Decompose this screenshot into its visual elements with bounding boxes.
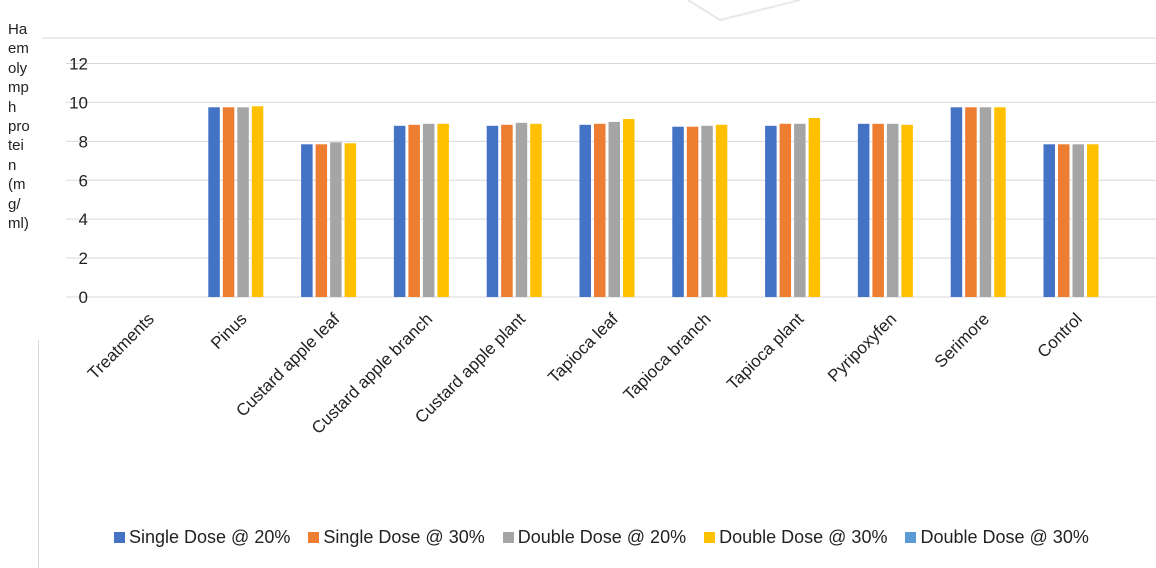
x-category-label: Pinus — [207, 309, 251, 353]
legend-swatch — [502, 532, 514, 543]
x-category-label: Custard apple leaf — [232, 309, 343, 420]
bar — [1058, 144, 1070, 297]
legend-item: Single Dose @ 30% — [308, 527, 485, 548]
y-axis-label-line: (m — [8, 176, 26, 194]
bar — [237, 107, 249, 297]
bar — [701, 125, 713, 297]
legend-item: Double Dose @ 20% — [502, 527, 687, 548]
bar — [886, 123, 899, 297]
y-axis-label-line: oly — [8, 59, 28, 77]
x-category-label: Tapioca leaf — [544, 309, 622, 387]
y-axis-label-line: g/ — [8, 195, 21, 213]
y-tick-label: 10 — [69, 93, 88, 112]
bar — [344, 143, 357, 297]
y-axis-label-line: ml) — [8, 215, 29, 233]
bar — [408, 124, 420, 297]
legend-item: Double Dose @ 30% — [905, 527, 1089, 548]
bar — [422, 123, 435, 297]
bar — [608, 121, 620, 298]
y-axis-label-line: h — [8, 98, 17, 116]
bar — [794, 123, 806, 297]
bar — [330, 142, 342, 297]
y-axis-label-line: mp — [8, 79, 29, 97]
x-category-label: Serimore — [931, 309, 993, 371]
bar — [979, 107, 992, 297]
bar — [222, 107, 235, 297]
bar — [437, 123, 449, 297]
bar — [872, 123, 884, 297]
bar — [950, 107, 963, 297]
x-category-label: Tapioca plant — [723, 309, 807, 393]
bar — [765, 125, 777, 297]
y-axis-label-line: n — [8, 156, 17, 174]
bar — [1043, 144, 1055, 297]
legend: Single Dose @ 20% Single Dose @ 30% Double… — [114, 527, 1107, 548]
bar — [315, 144, 328, 297]
bar — [501, 124, 513, 297]
y-axis-label: Ha em oly mp h pro tei n (m g/ml) — [8, 20, 48, 233]
legend-label: Double Dose @ 30% — [719, 527, 888, 547]
x-category-label: Treatments — [84, 309, 158, 383]
y-tick-label: 6 — [79, 171, 88, 190]
bar — [579, 124, 591, 297]
bar — [686, 126, 699, 297]
x-category-label: Pyripoxyfen — [824, 309, 900, 385]
y-tick-label: 2 — [79, 249, 88, 268]
bar — [715, 124, 728, 297]
bar — [779, 123, 792, 297]
bar — [672, 126, 684, 297]
bar — [994, 107, 1006, 297]
y-axis-label-line: Ha — [8, 21, 28, 38]
bar — [530, 123, 542, 297]
bar — [208, 107, 220, 297]
bar — [251, 106, 264, 297]
y-axis-label-line: pro — [8, 118, 30, 136]
legend-label: Single Dose @ 20% — [129, 527, 291, 547]
y-tick-label: 8 — [79, 132, 88, 151]
bar — [393, 125, 406, 297]
legend-label: Single Dose @ 30% — [323, 527, 485, 547]
legend-swatch — [114, 532, 125, 543]
bar — [1087, 144, 1099, 297]
bar — [1072, 144, 1084, 297]
legend-swatch — [308, 532, 320, 543]
y-axis-label-line: tei — [8, 137, 24, 155]
y-tick-label: 12 — [69, 55, 88, 74]
legend-item: Single Dose @ 20% — [114, 527, 290, 548]
bar — [486, 125, 499, 297]
bar — [901, 124, 913, 297]
y-tick-label: 4 — [79, 210, 88, 229]
bar — [301, 144, 313, 297]
y-tick-label: 0 — [79, 288, 88, 307]
bar — [808, 118, 821, 297]
legend-label: Double Dose @ 30% — [920, 527, 1089, 547]
x-category-label: Control — [1034, 309, 1086, 361]
bar — [594, 123, 606, 297]
bar — [857, 123, 870, 297]
bar — [965, 107, 977, 297]
x-category-label: Tapioca branch — [620, 309, 715, 404]
bar — [515, 122, 528, 297]
left-divider-line — [38, 340, 39, 568]
legend-item: Double Dose @ 30% — [704, 527, 887, 548]
y-axis-label-line: em — [8, 40, 29, 58]
bar — [623, 119, 635, 297]
legend-swatch — [704, 532, 716, 543]
legend-label: Double Dose @ 20% — [517, 527, 687, 547]
legend-swatch — [905, 532, 917, 543]
